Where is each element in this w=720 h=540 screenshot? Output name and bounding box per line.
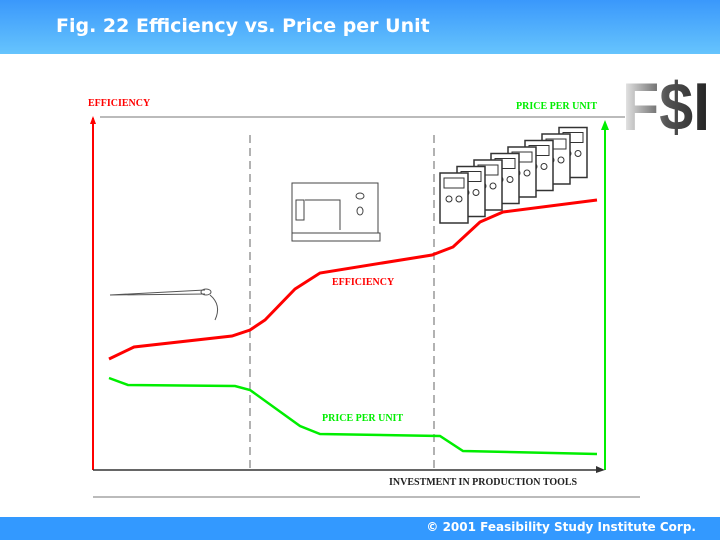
header-bar: Fig. 22 Efficiency vs. Price per Unit (0, 0, 720, 54)
efficiency-series-label: EFFICIENCY (332, 277, 395, 288)
machine-knob (455, 195, 463, 203)
svg-text:F$I: F$I (622, 69, 710, 145)
copyright: © 2001 Feasibility Study Institute Corp. (426, 520, 696, 534)
machine-knob (445, 195, 453, 203)
efficiency-line (108, 198, 598, 361)
machine (439, 172, 469, 224)
machine-knob (557, 156, 565, 164)
y-axis-left-arrow (90, 116, 96, 124)
machine-knob (472, 189, 480, 196)
y-axis-right-arrow (601, 120, 609, 130)
machine-knob (506, 176, 514, 183)
machine-screen (443, 177, 465, 189)
x-axis-arrow (596, 466, 605, 473)
production-machines-icon (439, 126, 588, 224)
page-title: Fig. 22 Efficiency vs. Price per Unit (56, 15, 430, 37)
logo: F$I (622, 69, 710, 145)
footer-bar: © 2001 Feasibility Study Institute Corp. (0, 517, 720, 540)
machine-knob (489, 182, 497, 190)
machine-knob (523, 169, 531, 177)
machine-knob (574, 150, 582, 157)
machine-knob (540, 163, 548, 170)
y-axis-right-label: PRICE PER UNIT (516, 101, 597, 112)
sewing-machine-icon (291, 182, 381, 242)
y-axis-left-label: EFFICIENCY (88, 98, 151, 109)
price-series-label: PRICE PER UNIT (322, 413, 403, 424)
price-line (108, 376, 598, 456)
x-axis-label: INVESTMENT IN PRODUCTION TOOLS (389, 477, 578, 488)
needle-icon (109, 288, 219, 321)
